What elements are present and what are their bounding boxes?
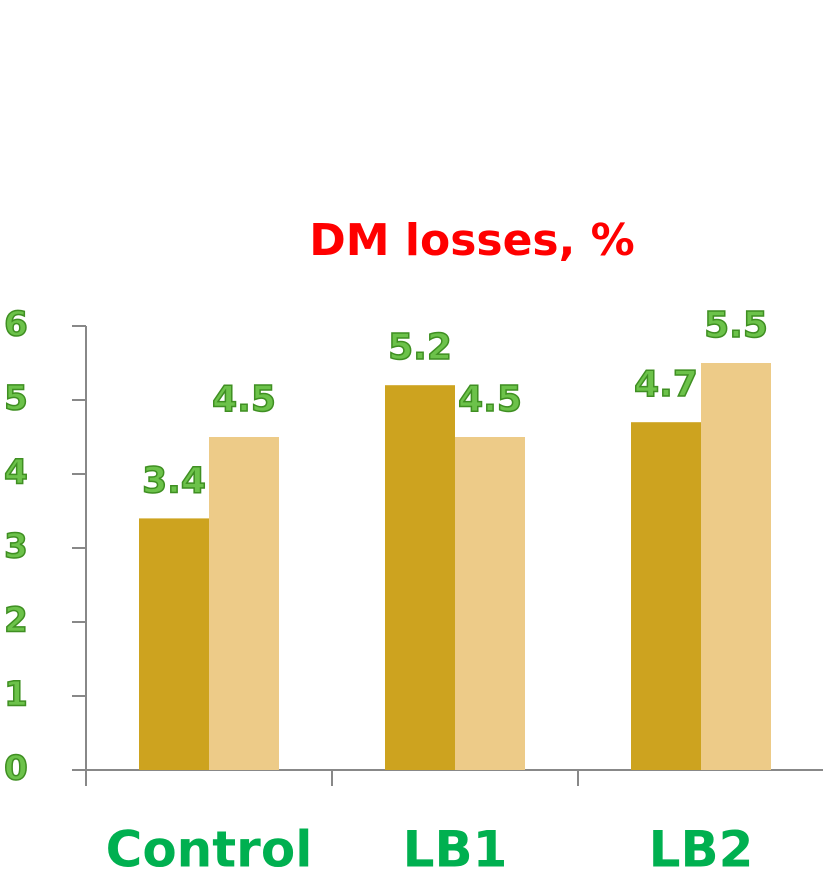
y-tick-label: 1: [4, 675, 28, 715]
value-label: 4.5: [458, 379, 522, 420]
x-tick-label: Control: [106, 821, 313, 876]
y-tick-label: 6: [4, 305, 28, 345]
y-tick-label: 0: [4, 749, 28, 789]
bar: [139, 518, 209, 770]
y-tick-label: 3: [4, 527, 28, 567]
bar: [631, 422, 701, 770]
value-label: 5.2: [388, 327, 452, 368]
value-label: 4.5: [212, 379, 276, 420]
value-label: 5.5: [704, 305, 768, 346]
y-tick-label: 2: [4, 601, 28, 641]
bar: [209, 437, 279, 770]
bar: [455, 437, 525, 770]
x-tick-label: LB2: [649, 821, 754, 876]
value-label: 4.7: [634, 364, 698, 405]
y-tick-label: 4: [4, 453, 28, 493]
y-tick-label: 5: [4, 379, 28, 419]
chart-title: DM losses, %: [309, 215, 634, 266]
value-label: 3.4: [142, 460, 206, 501]
bar: [701, 363, 771, 770]
bar: [385, 385, 455, 770]
x-tick-label: LB1: [403, 821, 508, 876]
